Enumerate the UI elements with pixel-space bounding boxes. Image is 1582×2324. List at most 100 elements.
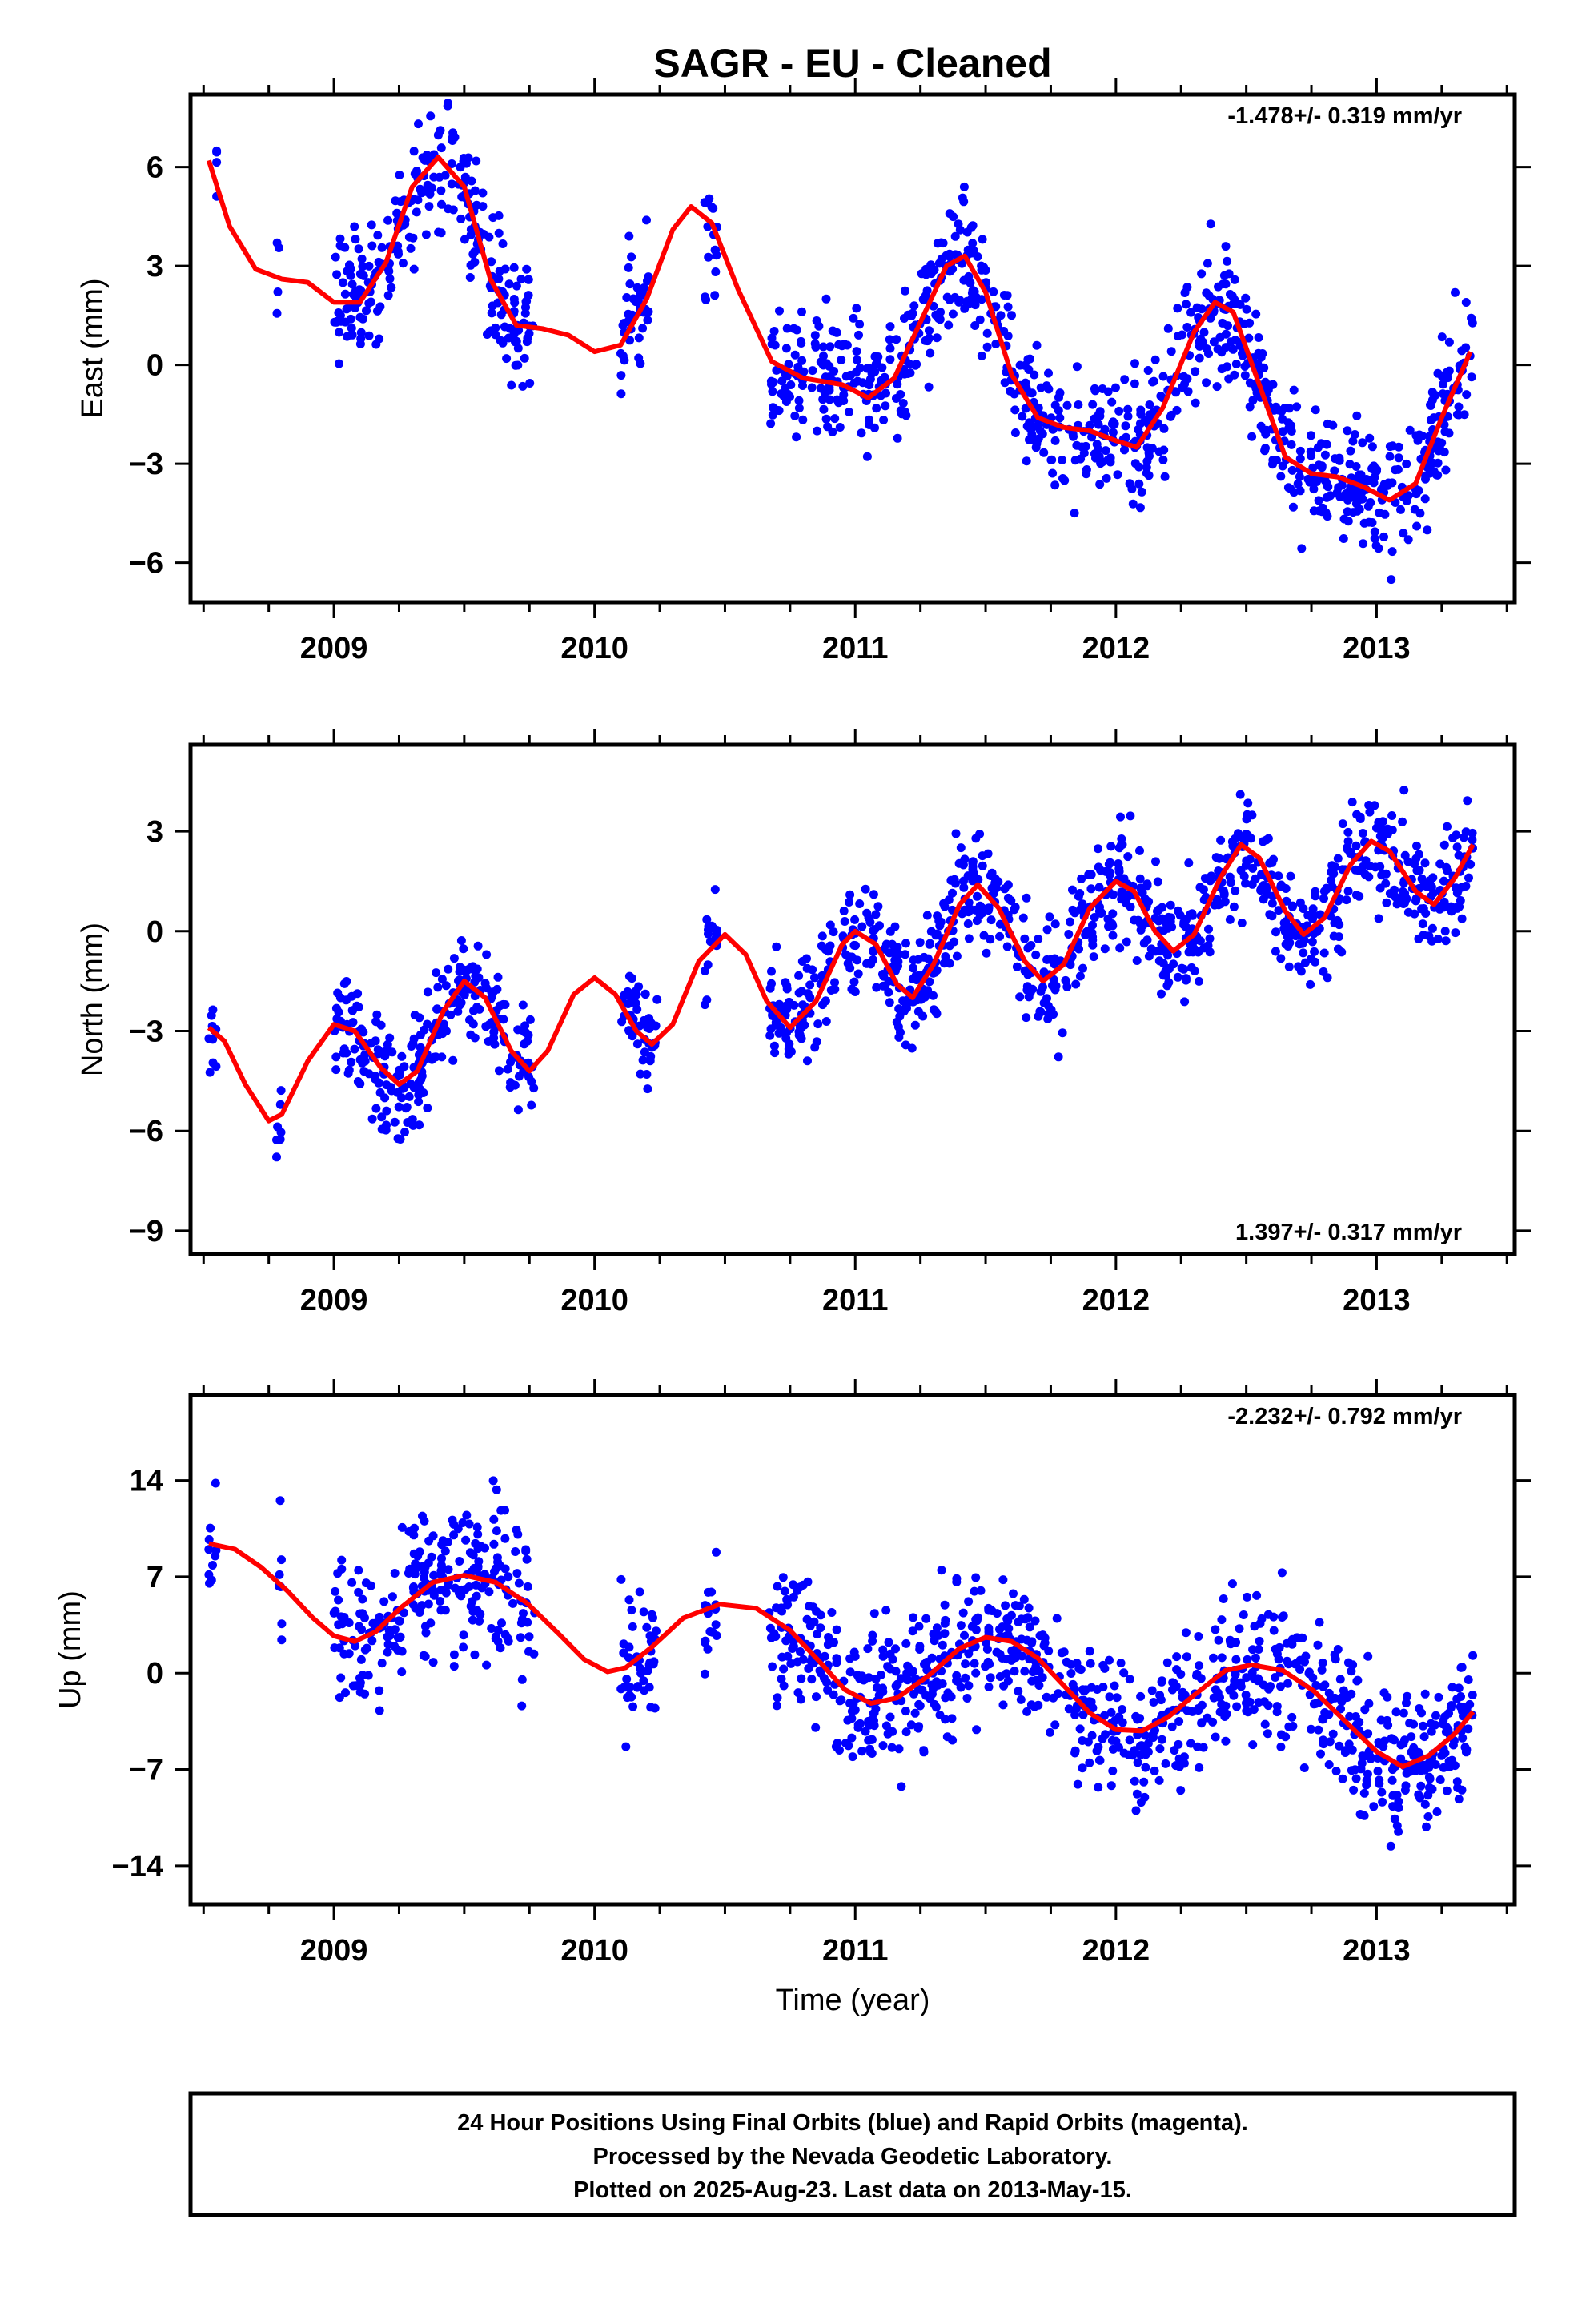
data-point [208, 1005, 218, 1015]
data-point [1154, 1775, 1164, 1785]
data-point [385, 1047, 395, 1056]
data-point [1340, 1748, 1350, 1757]
data-point [792, 325, 801, 335]
data-point [332, 270, 342, 279]
data-point [1214, 1635, 1223, 1645]
data-point [777, 1652, 787, 1662]
data-point [1374, 914, 1383, 923]
data-point [1156, 392, 1166, 400]
data-point [865, 375, 875, 384]
data-point [519, 1609, 528, 1618]
data-point [797, 957, 807, 966]
data-point [1180, 997, 1190, 1007]
data-point [1022, 456, 1031, 466]
data-point [1322, 883, 1331, 893]
data-point [855, 320, 865, 329]
data-point [1019, 1594, 1029, 1604]
data-point [932, 333, 942, 343]
data-point [1226, 290, 1235, 299]
data-point [1103, 914, 1113, 923]
data-point [275, 1100, 285, 1109]
data-point [797, 339, 806, 348]
data-point [1081, 441, 1090, 451]
data-point [1457, 1663, 1467, 1672]
data-point [712, 1547, 721, 1557]
data-point [459, 944, 468, 954]
data-point [783, 389, 793, 399]
data-point [436, 143, 446, 153]
data-point [1385, 452, 1395, 461]
data-point [331, 1003, 341, 1013]
data-point [1094, 883, 1104, 892]
data-point [1421, 471, 1430, 480]
data-point [1010, 903, 1020, 912]
data-point [1426, 400, 1435, 410]
data-point [1366, 498, 1375, 507]
data-point [455, 967, 464, 976]
data-point [1271, 947, 1280, 956]
data-point [1284, 962, 1294, 971]
data-point [1419, 1721, 1428, 1731]
data-point [955, 225, 965, 235]
data-point [885, 335, 894, 344]
data-point [436, 186, 446, 195]
data-point [1324, 1760, 1334, 1769]
data-point [1202, 378, 1211, 388]
data-point [1362, 475, 1371, 484]
data-point [825, 941, 835, 951]
data-point [409, 1549, 419, 1558]
data-point [1158, 914, 1167, 923]
data-point [1178, 1693, 1187, 1702]
data-point [408, 1039, 418, 1048]
data-point [914, 1699, 924, 1709]
data-point [819, 352, 828, 360]
data-point [1202, 288, 1211, 298]
data-point [356, 1655, 366, 1664]
data-point [789, 1000, 799, 1010]
data-point [1363, 1651, 1373, 1661]
data-point [710, 291, 720, 300]
data-point [1445, 1763, 1455, 1771]
data-point [872, 404, 881, 413]
data-point [509, 295, 519, 304]
data-point [335, 234, 345, 243]
data-point [938, 1640, 947, 1650]
data-point [1385, 889, 1395, 899]
data-point [855, 899, 865, 908]
data-point [437, 975, 447, 984]
data-point [1418, 919, 1427, 929]
data-point [868, 1636, 877, 1646]
data-point [396, 1135, 405, 1144]
data-point [1343, 827, 1353, 837]
data-point [853, 1671, 862, 1680]
data-point [1135, 1741, 1145, 1751]
data-point [441, 1588, 451, 1598]
data-point [1239, 871, 1249, 881]
data-point [1429, 467, 1439, 476]
north-y-axis-label: North (mm) [76, 923, 110, 1076]
data-point [622, 1675, 632, 1684]
data-point [1048, 468, 1058, 478]
data-point [1203, 1713, 1212, 1723]
data-point [1107, 1735, 1117, 1745]
data-point [1034, 1011, 1043, 1021]
data-point [1142, 879, 1152, 889]
data-point [885, 927, 895, 936]
data-point [1142, 468, 1151, 478]
data-point [839, 907, 849, 915]
data-point [461, 1535, 471, 1545]
data-point [921, 1614, 931, 1623]
data-point [413, 195, 423, 205]
data-point [867, 1749, 877, 1758]
data-point [1143, 366, 1153, 375]
data-point [1407, 1732, 1416, 1742]
data-point [1071, 1704, 1081, 1714]
data-point [1374, 1738, 1383, 1747]
data-point [905, 368, 915, 378]
data-point [1163, 324, 1173, 333]
data-point [1468, 1691, 1477, 1699]
data-point [1108, 931, 1118, 940]
data-point [1075, 971, 1085, 981]
data-point [1355, 1810, 1365, 1819]
